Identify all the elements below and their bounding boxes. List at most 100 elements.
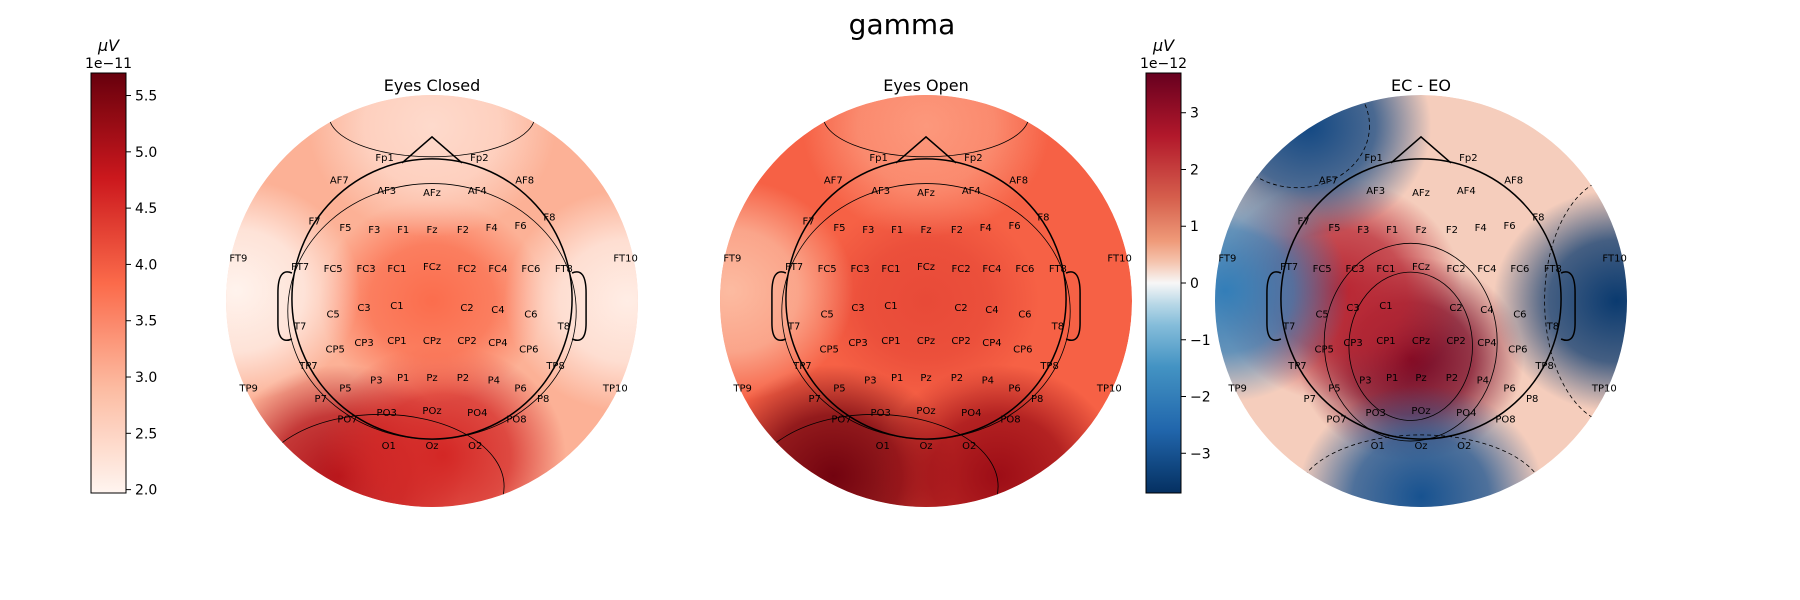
electrode-label: FC2 (951, 264, 970, 275)
electrode-label: C4 (491, 305, 504, 316)
electrode-label: F1 (397, 225, 409, 236)
electrode-label: FT10 (1602, 254, 1626, 265)
electrode-label: FC6 (1015, 264, 1034, 275)
topomap-hotspot (802, 95, 1050, 238)
electrode-label: PO8 (1000, 414, 1020, 425)
electrode-label: Fp1 (869, 153, 887, 164)
electrode-label: P6 (1008, 384, 1020, 395)
electrode-label: FT10 (613, 254, 637, 265)
electrode-label: PO7 (337, 414, 357, 425)
topomap-hotspot (318, 199, 546, 403)
electrode-label: F7 (309, 217, 321, 228)
electrode-label: P1 (397, 373, 409, 384)
electrode-label: POz (422, 406, 441, 417)
electrode-label: FC1 (1376, 264, 1395, 275)
colorbar-left-tick-label: 3.5 (135, 314, 157, 330)
electrode-label: F5 (1328, 223, 1340, 234)
electrode-label: F1 (1386, 225, 1398, 236)
electrode-label: CP5 (819, 344, 838, 355)
electrode-label: Pz (426, 373, 437, 384)
electrode-label: CPz (423, 336, 441, 347)
electrode-label: AF4 (962, 186, 981, 197)
electrode-label: CP2 (457, 336, 476, 347)
colorbar-left-tick-label: 5.5 (135, 89, 157, 105)
left-ear (771, 271, 787, 341)
electrode-label: CP4 (488, 338, 507, 349)
colorbar-left-multiplier: 1e−11 (85, 56, 132, 72)
electrode-label: CPz (1412, 336, 1430, 347)
electrode-label: O1 (876, 441, 890, 452)
electrode-label: T8 (1051, 322, 1064, 333)
electrode-label: TP9 (1227, 384, 1247, 395)
electrode-label: Fz (920, 225, 931, 236)
electrode-label: AF8 (515, 175, 534, 186)
electrode-label: TP7 (298, 361, 318, 372)
topomap-field (226, 95, 638, 507)
electrode-label: CP2 (951, 336, 970, 347)
right-ear (1065, 271, 1081, 341)
electrode-label: FT7 (291, 262, 309, 273)
electrode-label: F5 (339, 223, 351, 234)
figure-title: gamma (849, 8, 956, 41)
electrode-label: FC3 (1346, 264, 1365, 275)
colorbar-right-tick-label: 3 (1190, 106, 1199, 122)
electrode-label: C4 (985, 305, 998, 316)
topomap-hotspot (1297, 385, 1545, 507)
electrode-label: CP6 (519, 344, 538, 355)
electrode-label: FT9 (229, 254, 247, 265)
electrode-label: POz (1411, 406, 1430, 417)
electrode-label: CP1 (881, 336, 900, 347)
electrode-label: TP9 (238, 384, 258, 395)
electrode-label: FC3 (851, 264, 870, 275)
topomap-field (720, 95, 1132, 507)
electrode-label: CP2 (1446, 336, 1465, 347)
electrode-label: CP1 (387, 336, 406, 347)
electrode-label: C6 (524, 309, 537, 320)
colorbar-right-bar (1145, 72, 1182, 494)
electrode-label: T7 (293, 322, 306, 333)
topomap-hotspot (308, 95, 556, 238)
electrode-label: F6 (515, 221, 527, 232)
topomap-2: Eyes Open Fp1 Fp2 AF7 AF3 AFz AF4 AF8 F7 F5 F3 F1 Fz… (720, 76, 1132, 507)
topomap-hotspot (720, 179, 854, 402)
electrode-label: AF3 (1366, 186, 1385, 197)
electrode-label: C1 (1379, 301, 1392, 312)
electrode-label: TP7 (1287, 361, 1307, 372)
electrode-label: PO8 (506, 414, 526, 425)
topomap-hotspot (1493, 189, 1627, 413)
electrode-label: FT10 (1107, 254, 1131, 265)
electrode-label: F3 (368, 225, 380, 236)
electrode-label: C1 (390, 301, 403, 312)
electrode-label: CP5 (1314, 344, 1333, 355)
electrode-label: AFz (423, 188, 441, 199)
electrode-label: P6 (1503, 384, 1515, 395)
electrode-label: O2 (962, 441, 976, 452)
electrode-label: FC1 (881, 264, 900, 275)
electrode-label: Fp2 (470, 153, 488, 164)
electrode-label: F6 (1009, 221, 1021, 232)
electrode-label: P2 (951, 373, 963, 384)
nose (895, 135, 957, 164)
head-outline (785, 158, 1067, 440)
left-ear (1266, 271, 1282, 341)
electrode-label: TP7 (792, 361, 812, 372)
electrode-label: FC6 (521, 264, 540, 275)
colorbar-left-tick-label: 4.0 (135, 257, 157, 273)
electrode-label: T8 (1546, 322, 1559, 333)
topomap-3: EC - EO Fp1 Fp2 AF7 AF3 AFz AF4 AF8 F7 F5 F3 F1 Fz F2… (1215, 76, 1627, 507)
electrode-label: P6 (514, 384, 526, 395)
colorbar-right-unit: µV (1152, 36, 1175, 55)
electrode-label: AF3 (871, 186, 890, 197)
electrode-label: C2 (1449, 303, 1462, 314)
electrode-label: FCz (423, 262, 441, 273)
electrode-label: P5 (1328, 384, 1340, 395)
right-ear (571, 271, 587, 341)
electrode-label: F8 (1532, 213, 1544, 224)
topomap-field (1215, 95, 1627, 507)
colorbar-left-tick-label: 2.5 (135, 426, 157, 442)
electrode-label: TP8 (1039, 361, 1059, 372)
topomap-hotspot (1215, 95, 1432, 238)
electrode-label: Pz (1415, 373, 1426, 384)
